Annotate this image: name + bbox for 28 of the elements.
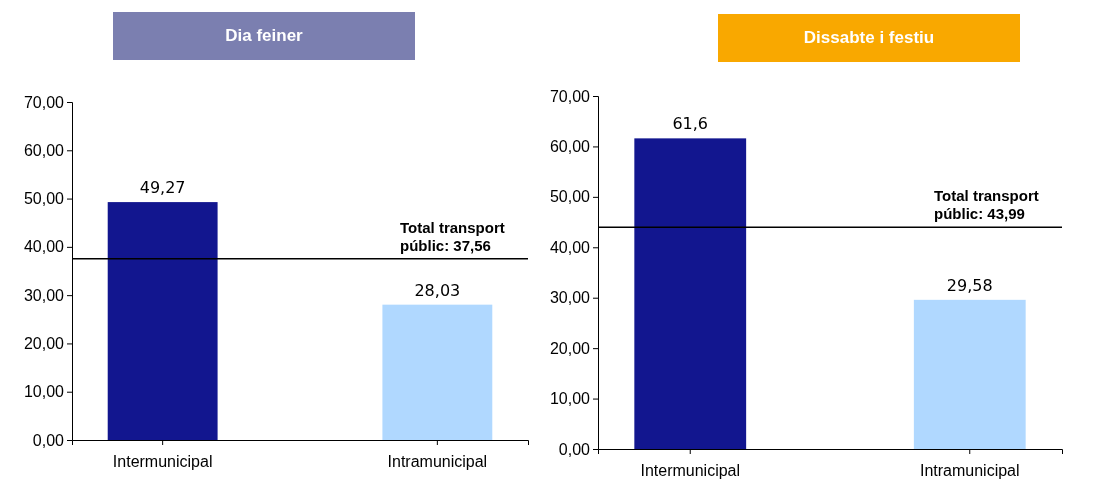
y-tick-label: 70,00 [549, 87, 591, 105]
y-tick-label: 40,00 [549, 238, 591, 256]
chart-title: Dia feiner [225, 26, 304, 45]
x-tick-label: Intramunicipal [387, 453, 488, 471]
y-tick-label: 70,00 [23, 93, 65, 111]
ref-line-label: Total transport públic: 37,56 [400, 218, 505, 254]
y-tick-label: 40,00 [23, 238, 65, 256]
data-label: 49,27 [139, 178, 186, 198]
y-tick-label: 50,00 [23, 190, 65, 208]
y-tick-label: 0,00 [32, 431, 65, 449]
y-tick-label: 20,00 [23, 335, 65, 353]
y-tick-label: 50,00 [549, 188, 591, 206]
y-tick-label: 30,00 [23, 286, 65, 304]
ref-line-label: Total transport públic: 43,99 [934, 187, 1039, 223]
y-tick-label: 0,00 [558, 440, 591, 458]
x-tick-label: Intermunicipal [112, 453, 213, 471]
y-tick-label: 20,00 [549, 339, 591, 357]
data-label: 61,6 [672, 114, 709, 134]
y-tick-label: 60,00 [23, 141, 65, 159]
y-tick-label: 60,00 [549, 138, 591, 156]
y-tick-label: 10,00 [549, 390, 591, 408]
y-tick-label: 10,00 [23, 383, 65, 401]
x-tick-label: Intermunicipal [640, 462, 741, 480]
y-tick-label: 30,00 [549, 289, 591, 307]
chart-title: Dissabte i festiu [803, 28, 935, 47]
data-label: 28,03 [414, 280, 461, 300]
x-tick-label: Intramunicipal [919, 462, 1020, 480]
data-label: 29,58 [946, 275, 993, 295]
